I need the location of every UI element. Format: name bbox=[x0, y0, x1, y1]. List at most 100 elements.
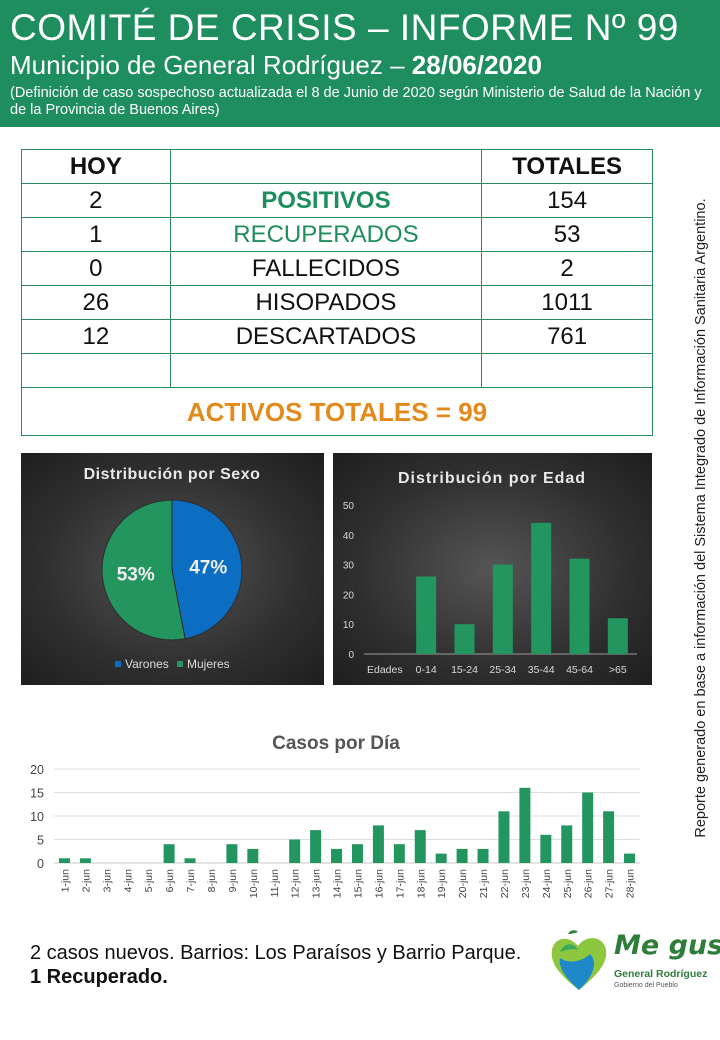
cases-bar-9-jun bbox=[226, 844, 238, 863]
legend-swatch-mujeres bbox=[177, 661, 183, 667]
side-note-text: Reporte generado en base a información d… bbox=[693, 197, 709, 838]
cases-x-tick: 10-jun bbox=[248, 869, 260, 898]
activos-totales: ACTIVOS TOTALES = 99 bbox=[21, 387, 653, 436]
cases-x-tick: 17-jun bbox=[394, 869, 406, 898]
cases-bar-6-jun bbox=[163, 844, 175, 863]
cases-x-tick: 23-jun bbox=[520, 869, 532, 898]
cases-x-tick: 9-jun bbox=[227, 869, 239, 893]
cases-x-tick: 3-jun bbox=[101, 869, 113, 893]
age-x-label: Edades bbox=[367, 664, 403, 676]
legend-swatch-varones bbox=[115, 661, 121, 667]
cases-y-tick: 20 bbox=[30, 763, 44, 777]
age-y-tick: 40 bbox=[343, 531, 355, 542]
pie-slice-mujeres bbox=[101, 499, 186, 641]
pie-value-label: 47% bbox=[189, 558, 227, 579]
age-distribution-panel: Distribución por Edad 0 10 20 30 40 50 Edades 0-… bbox=[333, 453, 652, 685]
cases-y-tick: 10 bbox=[30, 810, 44, 824]
cases-bar-7-jun bbox=[184, 858, 196, 863]
age-x-tick: >65 bbox=[609, 664, 627, 676]
cases-bar-16-jun bbox=[372, 825, 384, 863]
age-bar-45-64 bbox=[569, 558, 590, 654]
cases-chart-title: Casos por Día bbox=[272, 733, 400, 754]
cases-bar-13-jun bbox=[310, 830, 322, 863]
row-label: HISOPADOS bbox=[169, 285, 483, 320]
report-subtitle: Municipio de General Rodríguez – 28/06/2… bbox=[10, 50, 710, 80]
legend-label-mujeres: Mujeres bbox=[187, 657, 230, 671]
cases-bar-14-jun bbox=[331, 848, 343, 863]
cases-x-tick: 8-jun bbox=[206, 869, 218, 893]
col-hoy-header: HOY bbox=[21, 149, 171, 184]
cases-bar-23-jun bbox=[519, 787, 531, 863]
empty-cell bbox=[169, 353, 483, 388]
total-value: 2 bbox=[481, 251, 653, 286]
cases-bar-2-jun bbox=[79, 858, 91, 863]
total-value: 1011 bbox=[481, 285, 653, 320]
cases-x-tick: 12-jun bbox=[290, 869, 302, 898]
stats-row-hisopados: 26 HISOPADOS 1011 bbox=[21, 285, 653, 320]
logo-tagline: Gobierno del Pueblo bbox=[614, 982, 678, 989]
cases-y-tick: 15 bbox=[30, 787, 44, 801]
cases-per-day-chart: Casos por Día 0 5 10 15 20 1-jun 2-jun 3-jun 4-ju… bbox=[30, 733, 640, 898]
cases-x-tick: 5-jun bbox=[143, 869, 155, 893]
hoy-value: 1 bbox=[21, 217, 171, 252]
legend-label-varones: Varones bbox=[125, 657, 169, 671]
age-bar-0-14 bbox=[416, 576, 437, 654]
age-y-tick: 10 bbox=[343, 620, 355, 631]
row-label: RECUPERADOS bbox=[169, 217, 483, 252]
cases-bar-24-jun bbox=[540, 834, 552, 863]
cases-bar-20-jun bbox=[456, 848, 468, 863]
cases-x-tick: 22-jun bbox=[499, 869, 511, 898]
hoy-value: 12 bbox=[21, 319, 171, 354]
stats-header-row: HOY TOTALES bbox=[21, 149, 653, 184]
cases-x-tick: 18-jun bbox=[415, 869, 427, 898]
cases-x-tick: 24-jun bbox=[541, 869, 553, 898]
cases-bar-19-jun bbox=[435, 853, 447, 863]
pie-value-label: 53% bbox=[117, 564, 155, 585]
cases-bar-26-jun bbox=[582, 792, 594, 863]
hoy-value: 2 bbox=[21, 183, 171, 218]
cases-bar-15-jun bbox=[351, 844, 363, 863]
report-date: 28/06/2020 bbox=[411, 50, 542, 80]
pie-title: Distribución por Sexo bbox=[84, 466, 261, 483]
age-bar-25-34 bbox=[492, 564, 513, 654]
stats-row-positivos: 2 POSITIVOS 154 bbox=[21, 183, 653, 218]
cases-bar-17-jun bbox=[393, 844, 405, 863]
pie-slice-varones bbox=[171, 499, 243, 640]
cases-x-tick: 26-jun bbox=[583, 869, 595, 898]
cases-bar-1-jun bbox=[58, 858, 70, 863]
cases-bar-18-jun bbox=[414, 830, 426, 863]
col-label-header bbox=[169, 149, 483, 184]
cases-x-tick: 15-jun bbox=[352, 869, 364, 898]
cases-x-tick: 16-jun bbox=[373, 869, 385, 898]
cases-bar-12-jun bbox=[289, 839, 301, 863]
col-totales-header: TOTALES bbox=[481, 149, 653, 184]
age-chart-title: Distribución por Edad bbox=[398, 470, 586, 487]
cases-x-tick: 19-jun bbox=[436, 869, 448, 898]
side-note: Reporte generado en base a información d… bbox=[686, 150, 716, 885]
age-y-tick: 20 bbox=[343, 590, 355, 601]
municipio-label: Municipio de General Rodríguez – bbox=[10, 50, 405, 80]
row-label: DESCARTADOS bbox=[169, 319, 483, 354]
stats-row-empty bbox=[21, 353, 653, 388]
stats-row-recuperados: 1 RECUPERADOS 53 bbox=[21, 217, 653, 252]
sex-distribution-panel: Distribución por Sexo 47% 53% Varones Mujere… bbox=[21, 453, 324, 685]
cases-bar-25-jun bbox=[561, 825, 573, 863]
total-value: 154 bbox=[481, 183, 653, 218]
age-y-tick: 30 bbox=[343, 561, 355, 572]
age-x-tick: 45-64 bbox=[566, 664, 593, 676]
cases-x-tick: 25-jun bbox=[562, 869, 574, 898]
age-x-tick: 0-14 bbox=[416, 664, 437, 676]
cases-y-tick: 5 bbox=[37, 834, 44, 848]
age-x-tick: 35-44 bbox=[528, 664, 555, 676]
row-label: FALLECIDOS bbox=[169, 251, 483, 286]
cases-x-tick: 2-jun bbox=[80, 869, 92, 893]
cases-bar-28-jun bbox=[624, 853, 636, 863]
cases-x-tick: 6-jun bbox=[164, 869, 176, 893]
definition-note: (Definición de caso sospechoso actualiza… bbox=[10, 85, 702, 118]
total-value: 53 bbox=[481, 217, 653, 252]
cases-x-tick: 11-jun bbox=[269, 869, 281, 898]
stats-row-descartados: 12 DESCARTADOS 761 bbox=[21, 319, 653, 354]
age-y-tick: 0 bbox=[348, 650, 354, 661]
logo-municipality: General Rodríguez bbox=[614, 968, 708, 980]
empty-cell bbox=[481, 353, 653, 388]
